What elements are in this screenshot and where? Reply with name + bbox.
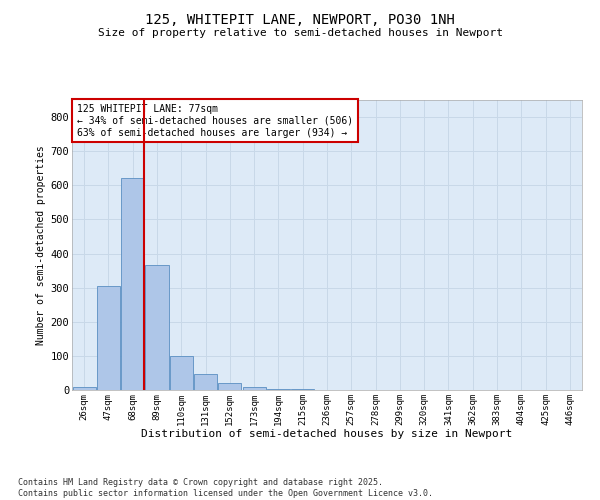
Bar — [194, 374, 217, 390]
Bar — [170, 356, 193, 390]
Text: Contains HM Land Registry data © Crown copyright and database right 2025.
Contai: Contains HM Land Registry data © Crown c… — [18, 478, 433, 498]
Y-axis label: Number of semi-detached properties: Number of semi-detached properties — [37, 145, 46, 345]
Bar — [267, 388, 290, 390]
Bar — [97, 286, 120, 390]
Bar — [145, 266, 169, 390]
Text: 125 WHITEPIT LANE: 77sqm
← 34% of semi-detached houses are smaller (506)
63% of : 125 WHITEPIT LANE: 77sqm ← 34% of semi-d… — [77, 104, 353, 138]
Text: 125, WHITEPIT LANE, NEWPORT, PO30 1NH: 125, WHITEPIT LANE, NEWPORT, PO30 1NH — [145, 12, 455, 26]
Text: Size of property relative to semi-detached houses in Newport: Size of property relative to semi-detach… — [97, 28, 503, 38]
Bar — [242, 388, 266, 390]
Bar — [73, 386, 95, 390]
X-axis label: Distribution of semi-detached houses by size in Newport: Distribution of semi-detached houses by … — [142, 429, 512, 439]
Bar — [121, 178, 144, 390]
Bar — [218, 383, 241, 390]
